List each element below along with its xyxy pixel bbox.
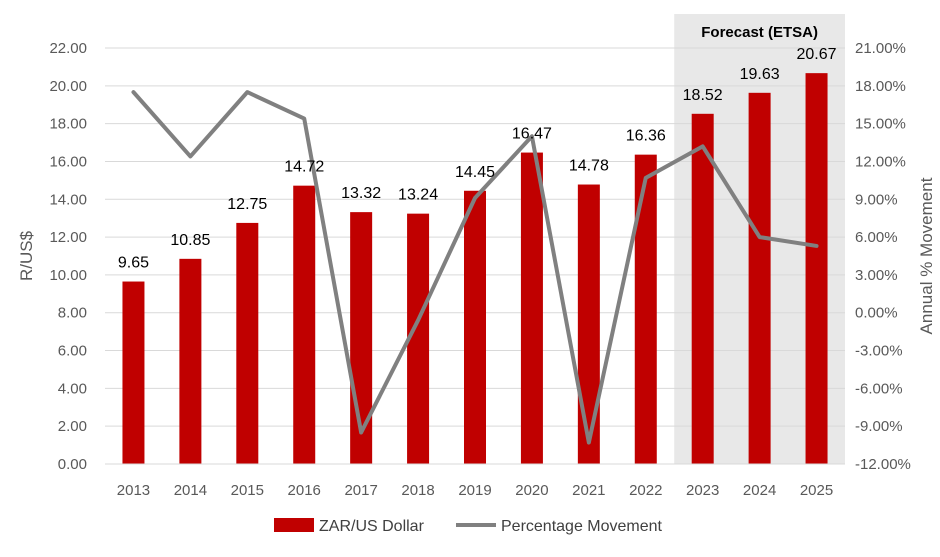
y-tick-label: 8.00 — [58, 305, 87, 322]
y2-tick-label: -3.00% — [855, 343, 903, 360]
y-tick-label: 12.00 — [49, 229, 87, 246]
y-axis-title: R/US$ — [17, 230, 36, 281]
x-tick-label: 2014 — [174, 482, 207, 499]
data-label-2014: 10.85 — [170, 232, 210, 249]
y-tick-label: 6.00 — [58, 343, 87, 360]
y-tick-label: 16.00 — [49, 153, 87, 170]
bar-2020 — [520, 152, 543, 465]
bar-2019 — [464, 190, 486, 464]
legend-label-line: Percentage Movement — [501, 518, 663, 535]
forecast-label: Forecast (ETSA) — [701, 24, 818, 41]
data-label-2023: 18.52 — [683, 87, 723, 104]
x-tick-label: 2019 — [458, 482, 491, 499]
x-tick-label: 2025 — [800, 482, 833, 499]
y2-tick-label: 12.00% — [855, 153, 906, 170]
x-tick-label: 2016 — [288, 482, 321, 499]
bar-2023 — [691, 113, 714, 464]
x-tick-label: 2024 — [743, 482, 776, 499]
y2-tick-label: 0.00% — [855, 305, 898, 322]
y2-tick-label: -12.00% — [855, 456, 911, 473]
y2-tick-label: 9.00% — [855, 191, 898, 208]
y-tick-label: 0.00 — [58, 456, 87, 473]
y-tick-label: 14.00 — [49, 191, 87, 208]
bar-2015 — [236, 222, 259, 464]
x-tick-label: 2020 — [515, 482, 548, 499]
y2-tick-label: 3.00% — [855, 267, 898, 284]
legend-label-bar: ZAR/US Dollar — [319, 518, 425, 535]
y-tick-label: 10.00 — [49, 267, 87, 284]
bar-2013 — [122, 281, 145, 464]
y-tick-label: 4.00 — [58, 380, 87, 397]
percentage-movement-line — [131, 90, 819, 445]
x-tick-label: 2021 — [572, 482, 605, 499]
data-label-2021: 14.78 — [569, 158, 609, 175]
y2-axis-title: Annual % Movement — [917, 177, 936, 334]
legend-swatch-bar — [274, 518, 314, 532]
x-tick-label: 2017 — [344, 482, 377, 499]
bar-2016 — [293, 185, 316, 464]
x-tick-label: 2023 — [686, 482, 719, 499]
data-label-2017: 13.32 — [341, 185, 381, 202]
bar-2021 — [577, 184, 600, 465]
bar-2025 — [805, 73, 828, 464]
data-label-2013: 9.65 — [118, 255, 149, 272]
x-tick-label: 2022 — [629, 482, 662, 499]
bar-2024 — [748, 92, 771, 464]
bar-2014 — [179, 258, 202, 464]
data-label-2018: 13.24 — [398, 187, 438, 204]
y-tick-label: 20.00 — [49, 78, 87, 95]
data-label-2019: 14.45 — [455, 164, 495, 181]
data-label-2015: 12.75 — [227, 196, 267, 213]
y-tick-label: 2.00 — [58, 418, 87, 435]
y2-tick-label: 18.00% — [855, 78, 906, 95]
data-label-2022: 16.36 — [626, 128, 666, 145]
y2-tick-label: 6.00% — [855, 229, 898, 246]
bar-2018 — [407, 213, 430, 464]
bar-2022 — [634, 154, 657, 464]
data-label-2016: 14.72 — [284, 159, 324, 176]
y-tick-label: 18.00 — [49, 116, 87, 133]
data-label-2024: 19.63 — [740, 66, 780, 83]
y2-tick-label: -9.00% — [855, 418, 903, 435]
y-tick-label: 22.00 — [49, 40, 87, 57]
x-tick-label: 2013 — [117, 482, 150, 499]
data-label-2020: 16.47 — [512, 126, 552, 143]
x-tick-label: 2018 — [401, 482, 434, 499]
data-label-2025: 20.67 — [797, 46, 837, 63]
y2-tick-label: 21.00% — [855, 40, 906, 57]
y2-tick-label: -6.00% — [855, 380, 903, 397]
y2-tick-label: 15.00% — [855, 116, 906, 133]
x-tick-label: 2015 — [231, 482, 264, 499]
